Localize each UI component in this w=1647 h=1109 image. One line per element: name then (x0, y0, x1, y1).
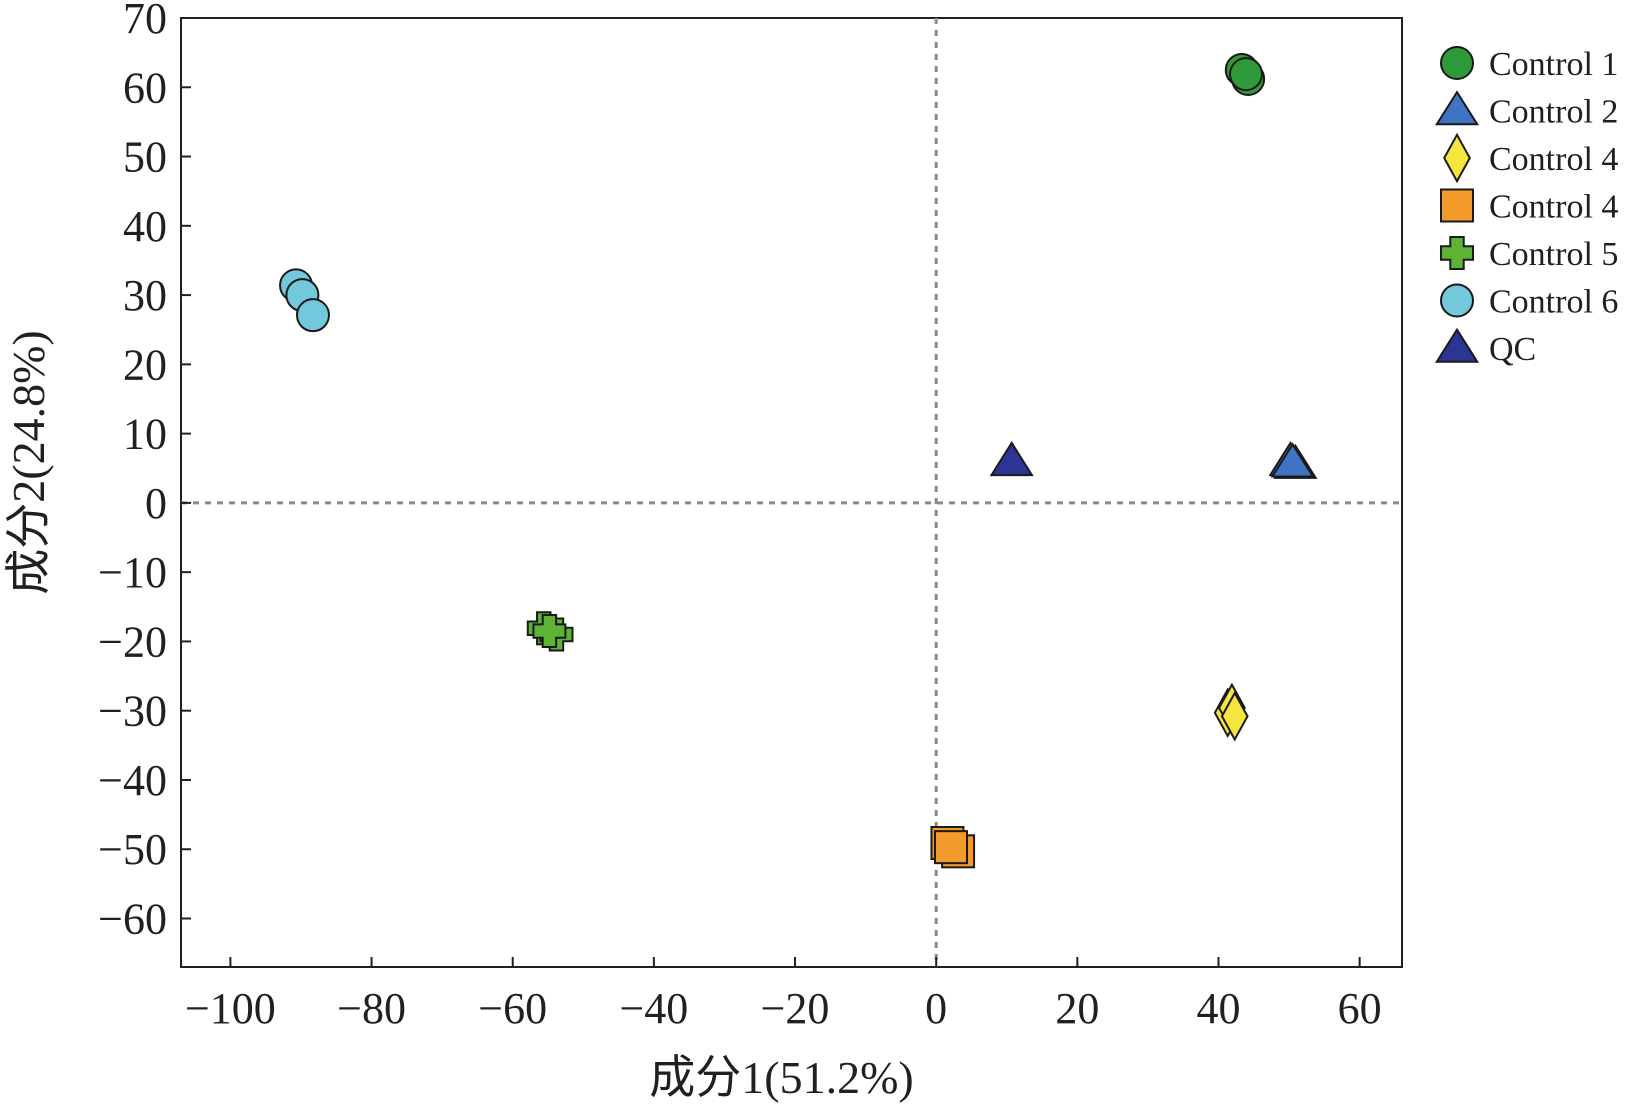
y-tick-label: 0 (145, 479, 167, 528)
legend-marker (1434, 327, 1480, 363)
x-tick-label: 0 (925, 984, 947, 1033)
y-tick-label: −60 (98, 895, 167, 944)
legend-marker (1443, 132, 1471, 184)
legend-label: Control 5 (1489, 236, 1618, 273)
legend-label: Control 1 (1489, 46, 1618, 83)
data-point (989, 441, 1034, 477)
x-tick-label: −100 (185, 984, 276, 1033)
y-tick-label: −50 (98, 825, 167, 874)
x-tick-label: −40 (619, 984, 688, 1033)
data-point (1270, 442, 1315, 478)
y-tick-label: 60 (123, 63, 167, 112)
x-tick-label: −80 (337, 984, 406, 1033)
x-tick-label: −20 (761, 984, 830, 1033)
y-axis-title: 成分2(24.8%) (3, 330, 54, 594)
x-axis-title: 成分1(51.2%) (649, 1052, 913, 1103)
x-tick-label: 60 (1338, 984, 1382, 1033)
data-point (295, 298, 330, 333)
x-tick-label: 20 (1055, 984, 1099, 1033)
y-tick-label: 70 (123, 0, 167, 43)
legend-marker (1440, 46, 1474, 80)
y-tick-label: 40 (123, 202, 167, 251)
legend-label: Control 4 (1489, 189, 1618, 226)
data-point (532, 614, 567, 649)
x-tick-label: −60 (478, 984, 547, 1033)
y-tick-label: 30 (123, 271, 167, 320)
data-point (1229, 57, 1264, 92)
legend-marker (1440, 236, 1474, 270)
legend-label: Control 6 (1489, 284, 1618, 321)
y-tick-label: −30 (98, 687, 167, 736)
legend-marker (1434, 90, 1480, 126)
y-tick-label: −10 (98, 548, 167, 597)
y-tick-label: 50 (123, 133, 167, 182)
data-point (1220, 690, 1249, 742)
legend-marker (1440, 188, 1474, 223)
y-tick-label: 10 (123, 410, 167, 459)
legend-marker (1440, 283, 1474, 318)
plot-frame (180, 17, 1403, 968)
data-point (934, 830, 969, 865)
y-tick-label: −20 (98, 617, 167, 666)
y-tick-label: 20 (123, 340, 167, 389)
legend-label: Control 2 (1489, 94, 1618, 131)
x-tick-label: 40 (1196, 984, 1240, 1033)
legend-label: Control 4 (1489, 141, 1618, 178)
y-tick-label: −40 (98, 756, 167, 805)
legend-label: QC (1489, 331, 1536, 368)
